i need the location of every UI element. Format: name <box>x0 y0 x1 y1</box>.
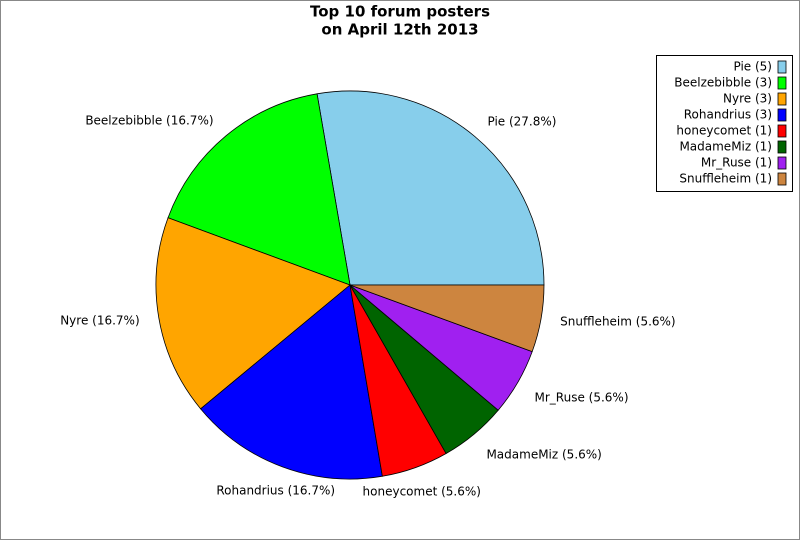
legend-swatch <box>777 156 787 170</box>
pie-slice <box>155 217 351 410</box>
legend-swatch <box>777 140 787 154</box>
slice-label: Nyre (16.7%) <box>60 313 139 327</box>
legend-box <box>656 55 793 192</box>
legend-label: honeycomet (1) <box>676 124 772 138</box>
legend-label: MadameMiz (1) <box>679 140 772 154</box>
legend-label: Rohandrius (3) <box>684 108 772 122</box>
pie-slice <box>167 93 351 286</box>
slice-label: Pie (27.8%) <box>487 114 556 128</box>
legend-label: Mr_Ruse (1) <box>701 156 772 170</box>
pie-slice <box>200 284 383 480</box>
legend-swatch <box>777 108 787 122</box>
slice-label: Beelzebibble (16.7%) <box>85 113 213 127</box>
legend-swatch <box>777 60 787 74</box>
legend-swatch <box>777 92 787 106</box>
pie-slice <box>316 90 545 286</box>
slice-label: honeycomet (5.6%) <box>363 484 481 498</box>
slice-label: Rohandrius (16.7%) <box>216 484 335 498</box>
legend-swatch <box>777 124 787 138</box>
slice-label: MadameMiz (5.6%) <box>486 448 601 462</box>
legend-label: Nyre (3) <box>723 92 772 106</box>
pie-slice <box>349 284 545 353</box>
legend-label: Pie (5) <box>733 60 772 74</box>
legend-swatch <box>777 76 787 90</box>
legend-swatch <box>777 172 787 186</box>
chart-title: Top 10 forum posters <box>310 3 490 21</box>
chart-title: on April 12th 2013 <box>321 21 478 39</box>
legend-label: Beelzebibble (3) <box>674 76 772 90</box>
slice-label: Snuffleheim (5.6%) <box>560 315 676 329</box>
slice-label: Mr_Ruse (5.6%) <box>535 391 629 405</box>
legend-label: Snuffleheim (1) <box>679 172 772 186</box>
